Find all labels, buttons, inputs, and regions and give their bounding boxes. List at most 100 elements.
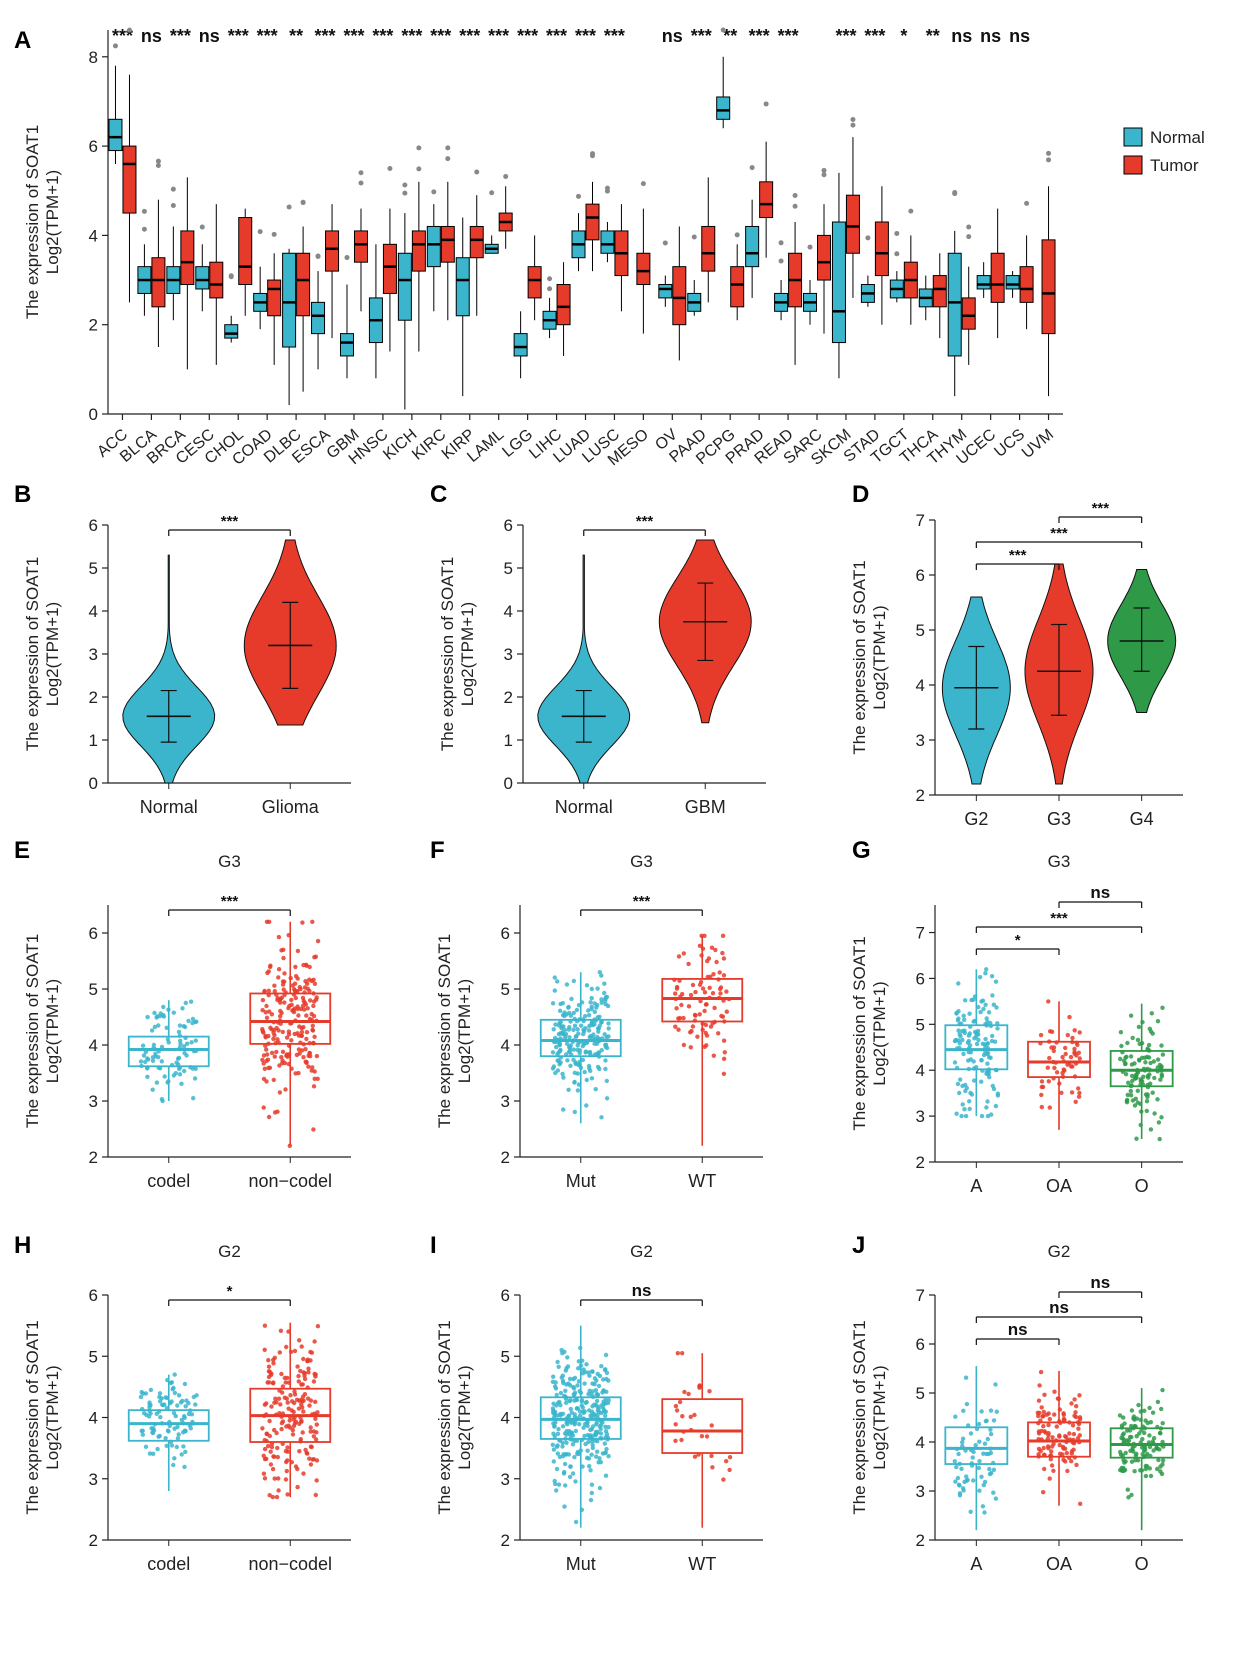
data-point [1047, 1105, 1053, 1110]
data-point [709, 1453, 714, 1459]
data-point [589, 1436, 595, 1441]
data-point [972, 994, 978, 999]
y-tick-label: 2 [916, 1153, 925, 1172]
data-point [580, 1437, 585, 1443]
y-tick-label: 7 [916, 924, 925, 943]
data-point [554, 1044, 559, 1050]
data-point [148, 1387, 154, 1393]
data-point [141, 1053, 147, 1058]
data-point [571, 1038, 576, 1043]
data-point [563, 1388, 568, 1394]
data-point [599, 1020, 604, 1025]
data-point [553, 1037, 559, 1043]
data-point [673, 1024, 678, 1029]
data-point [1134, 1434, 1139, 1439]
data-point [162, 1074, 167, 1079]
y-tick-label: 2 [501, 1531, 510, 1550]
data-point [985, 1436, 990, 1442]
data-point [156, 1434, 161, 1439]
y-axis-subtitle: Log2(TPM+1) [870, 605, 889, 709]
data-point [586, 1370, 591, 1375]
data-point [148, 1411, 153, 1416]
data-point [1142, 1408, 1147, 1414]
box-non−codel [249, 919, 332, 1149]
data-point [309, 1444, 314, 1450]
outlier-point [590, 151, 595, 157]
data-point [298, 1437, 303, 1442]
data-point [599, 997, 604, 1002]
significance-label: *** [170, 26, 191, 46]
data-point [1128, 1013, 1134, 1018]
data-point [721, 1071, 727, 1077]
data-point [293, 1071, 298, 1076]
data-point [148, 1403, 153, 1408]
data-point [172, 1372, 177, 1377]
y-tick-label: 6 [916, 566, 925, 585]
data-point [550, 1050, 556, 1055]
significance-label: *** [257, 26, 278, 46]
data-point [587, 1050, 593, 1055]
y-tick-label: 2 [89, 1148, 98, 1167]
data-point [1130, 1035, 1135, 1041]
data-point [165, 1428, 171, 1433]
data-point [590, 1022, 596, 1028]
data-point [306, 1064, 311, 1069]
data-point [961, 1408, 966, 1414]
data-point [305, 1385, 310, 1390]
data-point [275, 1445, 280, 1451]
data-point [1067, 1060, 1072, 1066]
data-point [586, 1028, 592, 1033]
data-point [550, 1406, 556, 1411]
data-point [152, 1010, 157, 1016]
data-point [559, 1024, 564, 1029]
data-point [189, 1040, 194, 1045]
normal-box [774, 240, 789, 321]
tumor-box [267, 231, 282, 365]
data-point [283, 1087, 288, 1092]
data-point [974, 1031, 979, 1036]
significance-label: ns [141, 26, 162, 46]
data-point [168, 1400, 173, 1406]
data-point [266, 1380, 272, 1385]
data-point [269, 1050, 275, 1056]
data-point [1155, 1057, 1161, 1062]
data-point [301, 1409, 306, 1414]
outlier-point [720, 27, 726, 33]
y-tick-label: 4 [89, 602, 98, 621]
data-point [573, 1034, 579, 1039]
panel-letter: H [14, 1232, 31, 1259]
x-tick-label: G2 [964, 809, 988, 829]
significance-label: * [1015, 932, 1021, 949]
y-tick-label: 6 [89, 516, 98, 535]
data-point [678, 994, 683, 999]
data-point [1131, 1441, 1137, 1447]
data-point [1138, 1082, 1143, 1087]
data-point [183, 1000, 188, 1006]
data-point [596, 1026, 601, 1031]
data-point [582, 1409, 587, 1414]
data-point [954, 1065, 960, 1071]
data-point [596, 1029, 601, 1034]
data-point [1147, 1433, 1152, 1438]
box [353, 230, 368, 263]
data-point [560, 1378, 566, 1384]
significance-label: *** [575, 26, 596, 46]
data-point [1138, 1417, 1143, 1423]
data-point [286, 1061, 291, 1067]
outlier-point [662, 240, 668, 246]
data-point [1145, 1073, 1151, 1079]
data-point [567, 1474, 573, 1480]
data-point [1129, 1492, 1134, 1498]
outlier-point [734, 232, 740, 238]
data-point [183, 1449, 188, 1455]
data-point [570, 1433, 576, 1438]
data-point [1125, 1092, 1131, 1098]
data-point [1076, 1094, 1082, 1099]
legend-tumor-swatch [1123, 155, 1143, 175]
data-point [593, 1018, 598, 1023]
data-point [266, 1358, 271, 1363]
tumor-box [672, 226, 687, 361]
data-point [952, 1459, 957, 1464]
data-point [596, 1383, 602, 1389]
y-tick-label: 3 [916, 731, 925, 750]
